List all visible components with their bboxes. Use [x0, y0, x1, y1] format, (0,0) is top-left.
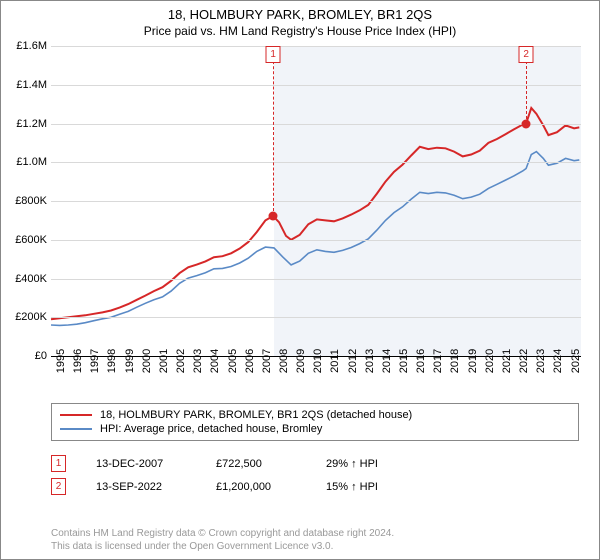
y-axis-tick-label: £800K — [7, 195, 47, 207]
x-axis-tick-label: 2017 — [432, 349, 444, 373]
x-axis-tick-label: 1997 — [89, 349, 101, 373]
legend-swatch — [60, 414, 92, 416]
x-axis-tick-label: 1995 — [55, 349, 67, 373]
x-axis-tick-label: 2002 — [175, 349, 187, 373]
x-axis-tick-label: 2024 — [552, 349, 564, 373]
sale-date: 13-DEC-2007 — [96, 458, 186, 470]
x-axis-tick-label: 2021 — [501, 349, 513, 373]
x-axis-tick-label: 1996 — [72, 349, 84, 373]
x-axis-tick-label: 2003 — [192, 349, 204, 373]
legend-item: HPI: Average price, detached house, Brom… — [60, 422, 570, 436]
x-axis-tick-label: 2023 — [535, 349, 547, 373]
gridline — [51, 124, 581, 125]
y-axis-tick-label: £600K — [7, 234, 47, 246]
y-axis-tick-label: £0 — [7, 350, 47, 362]
x-axis-tick-label: 2011 — [329, 349, 341, 373]
x-axis-tick-label: 1998 — [106, 349, 118, 373]
x-axis-tick-label: 2014 — [381, 349, 393, 373]
x-axis-tick-label: 2008 — [278, 349, 290, 373]
series-line-hpi — [51, 152, 579, 326]
chart-plot-area: 12 — [51, 46, 581, 357]
x-axis-tick-label: 2001 — [158, 349, 170, 373]
page-title: 18, HOLMBURY PARK, BROMLEY, BR1 2QS — [1, 7, 599, 22]
footer-attribution: Contains HM Land Registry data © Crown c… — [51, 527, 579, 553]
chart-container: 18, HOLMBURY PARK, BROMLEY, BR1 2QS Pric… — [0, 0, 600, 560]
sale-marker-line — [273, 46, 274, 216]
y-axis-tick-label: £1.6M — [7, 40, 47, 52]
x-axis-tick-label: 2016 — [415, 349, 427, 373]
footer-line-1: Contains HM Land Registry data © Crown c… — [51, 527, 579, 540]
sale-row: 2 13-SEP-2022 £1,200,000 15% ↑ HPI — [51, 478, 579, 495]
y-axis-tick-label: £200K — [7, 311, 47, 323]
x-axis-tick-label: 2018 — [449, 349, 461, 373]
x-axis-tick-label: 2025 — [570, 349, 582, 373]
gridline — [51, 317, 581, 318]
sale-marker-label: 1 — [266, 46, 281, 63]
sale-marker-dot — [269, 212, 278, 221]
y-axis-tick-label: £400K — [7, 273, 47, 285]
sale-marker-dot — [522, 119, 531, 128]
sale-row: 1 13-DEC-2007 £722,500 29% ↑ HPI — [51, 455, 579, 472]
legend-label: HPI: Average price, detached house, Brom… — [100, 423, 322, 435]
sale-marker-key: 1 — [51, 455, 66, 472]
gridline — [51, 201, 581, 202]
sale-price: £722,500 — [216, 458, 296, 470]
x-axis-tick-label: 2009 — [295, 349, 307, 373]
gridline — [51, 240, 581, 241]
sale-date: 13-SEP-2022 — [96, 481, 186, 493]
legend-label: 18, HOLMBURY PARK, BROMLEY, BR1 2QS (det… — [100, 409, 412, 421]
sale-hpi-delta: 29% ↑ HPI — [326, 458, 416, 470]
footer-line-2: This data is licensed under the Open Gov… — [51, 540, 579, 553]
page-subtitle: Price paid vs. HM Land Registry's House … — [1, 24, 599, 38]
gridline — [51, 279, 581, 280]
x-axis-tick-label: 2004 — [209, 349, 221, 373]
legend-item: 18, HOLMBURY PARK, BROMLEY, BR1 2QS (det… — [60, 408, 570, 422]
x-axis-tick-label: 1999 — [124, 349, 136, 373]
gridline — [51, 162, 581, 163]
x-axis-tick-label: 2022 — [518, 349, 530, 373]
x-axis-tick-label: 2015 — [398, 349, 410, 373]
sale-price: £1,200,000 — [216, 481, 296, 493]
x-axis-tick-label: 2013 — [364, 349, 376, 373]
y-axis-tick-label: £1.0M — [7, 156, 47, 168]
x-axis-tick-label: 2007 — [261, 349, 273, 373]
title-block: 18, HOLMBURY PARK, BROMLEY, BR1 2QS Pric… — [1, 1, 599, 38]
sale-marker-label: 2 — [519, 46, 534, 63]
x-axis-tick-label: 2019 — [467, 349, 479, 373]
x-axis-tick-label: 2006 — [244, 349, 256, 373]
sale-hpi-delta: 15% ↑ HPI — [326, 481, 416, 493]
x-axis-tick-label: 2020 — [484, 349, 496, 373]
gridline — [51, 46, 581, 47]
gridline — [51, 85, 581, 86]
y-axis-tick-label: £1.2M — [7, 118, 47, 130]
x-axis-tick-label: 2010 — [312, 349, 324, 373]
x-axis-tick-label: 2000 — [141, 349, 153, 373]
series-line-property — [51, 108, 579, 319]
sale-marker-key: 2 — [51, 478, 66, 495]
y-axis-tick-label: £1.4M — [7, 79, 47, 91]
x-axis-tick-label: 2012 — [347, 349, 359, 373]
x-axis-tick-label: 2005 — [227, 349, 239, 373]
sales-list: 1 13-DEC-2007 £722,500 29% ↑ HPI 2 13-SEP-202… — [51, 449, 579, 501]
legend-swatch — [60, 428, 92, 430]
legend-box: 18, HOLMBURY PARK, BROMLEY, BR1 2QS (det… — [51, 403, 579, 441]
